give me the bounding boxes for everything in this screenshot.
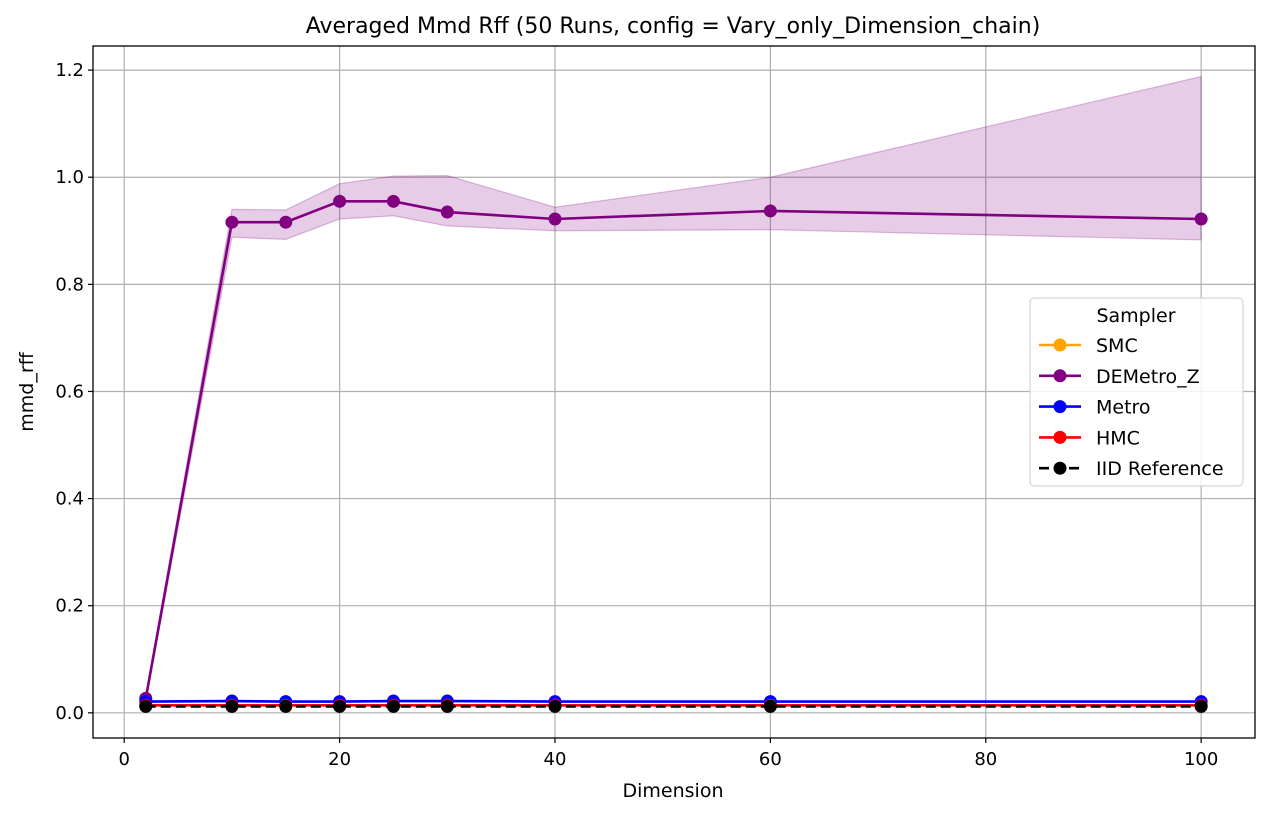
iid-reference-point — [440, 699, 454, 713]
legend-swatch-marker — [1053, 430, 1067, 444]
demetro-z-point — [279, 215, 293, 229]
legend-entry-metro: Metro — [1039, 397, 1151, 419]
iid-reference-series — [139, 699, 1208, 713]
y-axis-ticks: 0.0 0.2 0.4 0.6 0.8 1.0 1.2 — [55, 60, 93, 724]
iid-reference-point — [386, 699, 400, 713]
iid-reference-point — [279, 699, 293, 713]
demetro-z-point — [333, 194, 347, 208]
iid-reference-point — [548, 699, 562, 713]
x-tick-label: 40 — [544, 749, 567, 770]
y-axis-label: mmd_rff — [16, 351, 38, 431]
legend-label: HMC — [1096, 427, 1140, 449]
legend-label: Metro — [1096, 397, 1151, 419]
y-tick-label: 0.6 — [55, 381, 84, 402]
legend: Sampler SMC DEMetro_Z Metro HMC IID Referenc… — [1029, 297, 1244, 487]
legend-swatch-marker — [1053, 461, 1067, 475]
x-tick-label: 60 — [759, 749, 782, 770]
legend-entry-demetro-z: DEMetro_Z — [1039, 366, 1200, 388]
y-tick-label: 0.2 — [55, 596, 84, 617]
iid-reference-point — [1194, 699, 1208, 713]
legend-swatch-marker — [1053, 338, 1067, 352]
x-axis-label: Dimension — [623, 780, 724, 802]
demetro-z-point — [386, 194, 400, 208]
band-layer — [145, 75, 1202, 702]
demetro-z-point — [1194, 212, 1208, 226]
legend-entry-smc: SMC — [1039, 335, 1138, 357]
y-tick-label: 1.0 — [55, 167, 84, 188]
demetro-z-point — [548, 212, 562, 226]
chart-title: Averaged Mmd Rff (50 Runs, config = Vary… — [306, 14, 1041, 39]
y-tick-label: 0.4 — [55, 489, 84, 510]
iid-reference-point — [139, 699, 153, 713]
metro-line — [145, 699, 1202, 703]
x-tick-label: 80 — [974, 749, 997, 770]
x-axis-ticks: 0 20 40 60 80 100 — [119, 738, 1218, 770]
demetro-z-point — [763, 204, 777, 218]
iid-reference-point — [225, 699, 239, 713]
demetro-z-point — [225, 215, 239, 229]
x-tick-label: 100 — [1184, 749, 1218, 770]
y-tick-label: 1.2 — [55, 60, 84, 81]
y-tick-label: 0.0 — [55, 703, 84, 724]
legend-box — [1029, 297, 1244, 487]
iid-reference-point — [763, 699, 777, 713]
demetro-z-point — [440, 205, 454, 219]
legend-entry-hmc: HMC — [1039, 427, 1140, 449]
legend-swatch-marker — [1053, 369, 1067, 383]
demetro-z-series — [139, 194, 1208, 705]
legend-title: Sampler — [1096, 305, 1175, 327]
series-layer — [139, 194, 1208, 713]
y-tick-label: 0.8 — [55, 274, 84, 295]
x-tick-label: 0 — [119, 749, 130, 770]
legend-label: IID Reference — [1096, 458, 1224, 480]
legend-entries: SMC DEMetro_Z Metro HMC IID Reference — [1039, 335, 1224, 480]
x-tick-label: 20 — [328, 749, 351, 770]
legend-entry-iid-reference: IID Reference — [1039, 458, 1224, 480]
legend-swatch-marker — [1053, 400, 1067, 414]
legend-label: DEMetro_Z — [1096, 366, 1200, 388]
legend-label: SMC — [1096, 335, 1138, 357]
demetro-z-band — [145, 75, 1202, 702]
iid-reference-point — [333, 699, 347, 713]
